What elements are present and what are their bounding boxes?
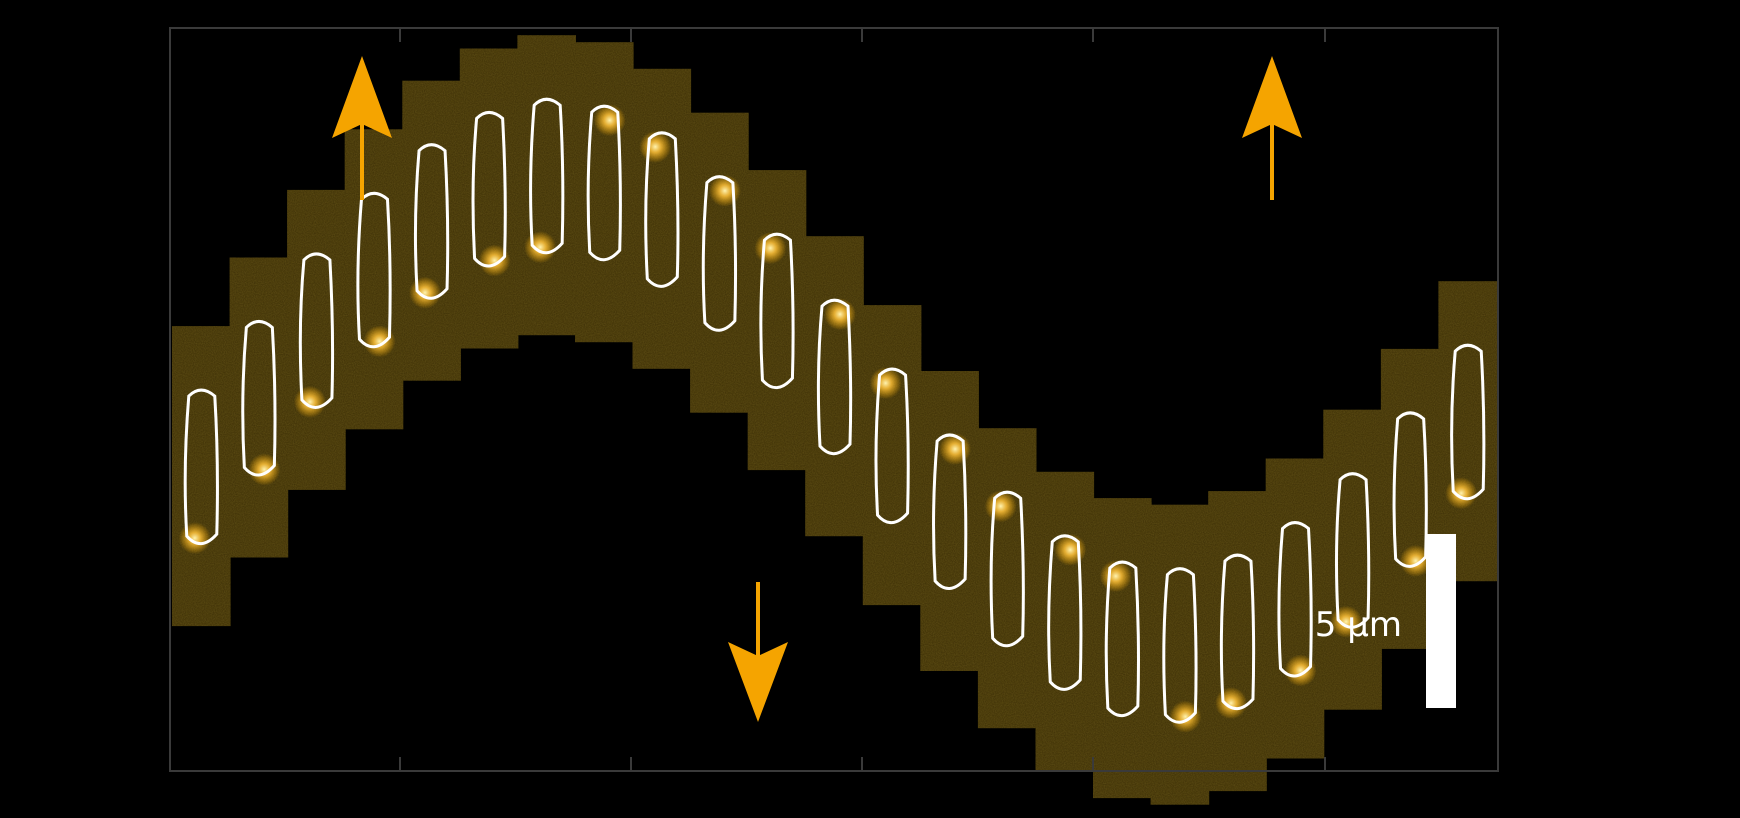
fluorescent-focus <box>524 231 557 264</box>
kymograph-tile <box>1438 281 1497 582</box>
cell-outline <box>1392 411 1428 568</box>
cell-outline <box>1277 521 1313 678</box>
kymograph-tile <box>1150 504 1210 805</box>
kymograph-tile <box>517 35 576 336</box>
fluorescent-focus <box>363 325 396 358</box>
fluorescent-focus <box>409 276 441 309</box>
kymograph-tile <box>862 305 922 606</box>
arrow-up-left <box>332 56 392 200</box>
cell-outline <box>874 367 910 525</box>
cell-outline <box>1450 343 1486 501</box>
kymograph-tile <box>575 42 634 343</box>
cell-outline <box>1162 567 1198 724</box>
cell-outline <box>586 104 622 262</box>
kymograph-tile <box>977 428 1037 729</box>
cell-outline <box>471 110 507 268</box>
kymograph-tile <box>1323 409 1382 710</box>
kymograph-tile <box>402 80 461 381</box>
arrow-down-center <box>728 582 788 722</box>
cell-outline <box>356 191 392 349</box>
cell-outline <box>413 143 450 300</box>
cell-outline <box>816 298 853 456</box>
cell-outline <box>644 131 680 288</box>
cell-outline <box>298 252 335 409</box>
fluorescent-foci <box>178 104 1478 733</box>
kymograph-tile <box>920 371 979 671</box>
cell-outline <box>759 232 795 390</box>
frame-ticks <box>399 28 1326 771</box>
fluorescent-focus <box>293 385 326 418</box>
plot-frame <box>169 27 1499 772</box>
cell-outline <box>529 97 565 255</box>
kymograph-tile <box>229 257 289 558</box>
fluorescent-focus <box>1284 654 1317 687</box>
fluorescent-focus <box>1399 544 1432 577</box>
kymograph-tile <box>287 189 346 490</box>
cell-outline <box>1104 560 1140 718</box>
kymograph-tile <box>747 170 807 471</box>
scale-bar-label: 5 µm <box>1315 605 1402 645</box>
cell-outline <box>701 175 738 332</box>
kymograph-tile <box>459 48 519 349</box>
fluorescent-focus <box>1445 477 1478 510</box>
cell-outline <box>932 433 968 591</box>
cell-outlines <box>183 97 1486 724</box>
kymograph-tile <box>1208 491 1267 792</box>
kymograph-tile <box>172 326 231 627</box>
fluorescent-focus <box>1215 687 1247 720</box>
cell-outline <box>989 490 1025 648</box>
kymograph-tile <box>805 236 864 537</box>
kymograph-tile <box>1035 471 1095 772</box>
scale-bar <box>1426 534 1456 708</box>
fluorescent-focus <box>248 453 281 486</box>
cell-outline <box>183 388 219 546</box>
fluorescent-focus <box>478 244 511 277</box>
cell-outline <box>241 319 277 477</box>
kymograph-tile <box>1265 458 1325 759</box>
kymograph-tile <box>632 68 692 369</box>
arrow-up-right <box>1242 56 1302 200</box>
kymograph-tile <box>344 129 404 430</box>
kymograph-tile <box>690 112 749 413</box>
cell-outline <box>1219 553 1256 711</box>
cell-outline <box>1047 534 1083 691</box>
kymograph-tile <box>1093 498 1152 799</box>
cell-outline <box>1334 472 1371 629</box>
fluorescent-focus <box>1169 700 1202 733</box>
fluorescent-focus <box>178 522 211 555</box>
